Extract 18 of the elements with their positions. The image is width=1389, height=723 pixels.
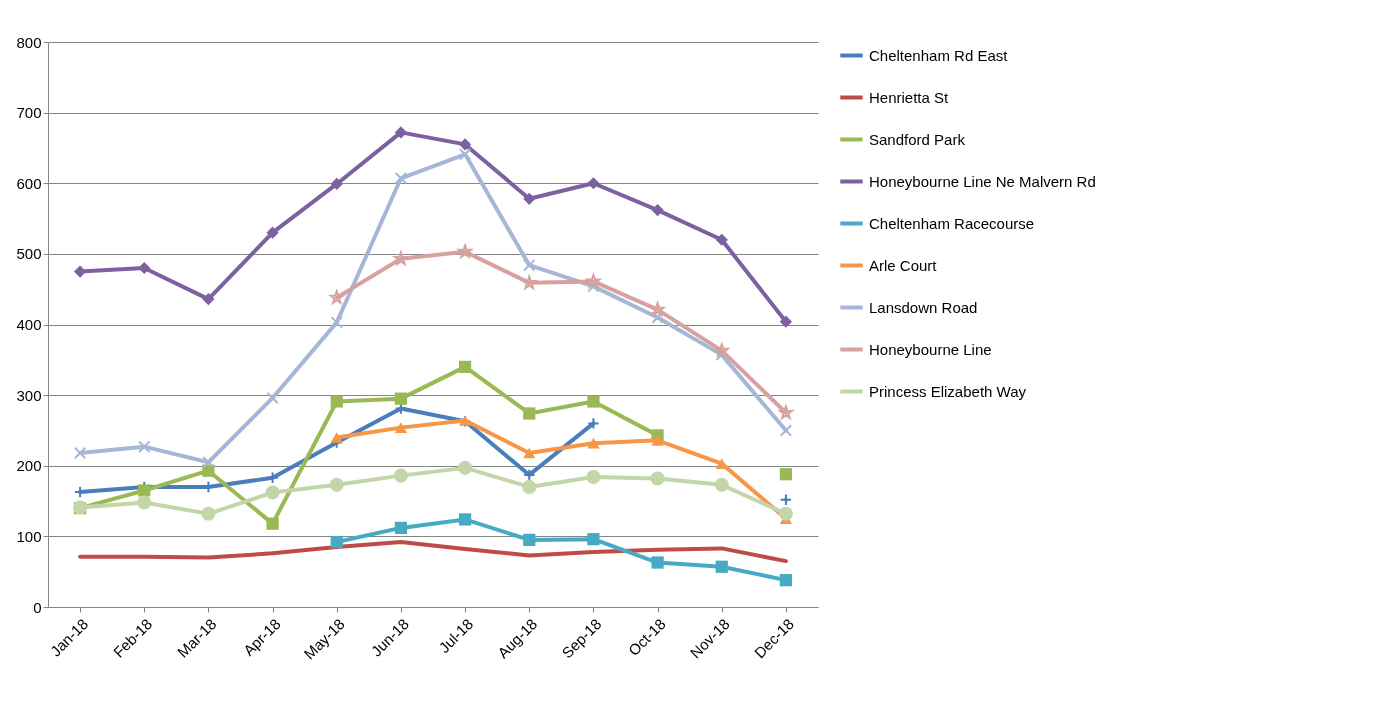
y-tick-label: 0: [33, 598, 42, 616]
legend-label: Princess Elizabeth Way: [869, 382, 1027, 400]
y-tick-label: 600: [16, 174, 42, 192]
y-tick-label: 200: [16, 457, 42, 475]
legend-label: Honeybourne Line Ne Malvern Rd: [869, 172, 1096, 190]
y-tick-label: 500: [16, 245, 42, 263]
legend-label: Sandford Park: [869, 130, 966, 148]
y-tick-label: 100: [16, 527, 42, 545]
legend-label: Lansdown Road: [869, 298, 978, 316]
legend-label: Arle Court: [869, 256, 938, 274]
y-tick-label: 700: [16, 104, 42, 122]
legend-label: Henrietta St: [869, 88, 950, 106]
y-tick-label: 300: [16, 386, 42, 404]
y-tick-label: 800: [16, 33, 42, 51]
legend-label: Honeybourne Line: [869, 340, 992, 358]
legend-label: Cheltenham Racecourse: [869, 214, 1035, 232]
y-tick-label: 400: [16, 316, 42, 333]
legend-label: Cheltenham Rd East: [869, 46, 1009, 64]
